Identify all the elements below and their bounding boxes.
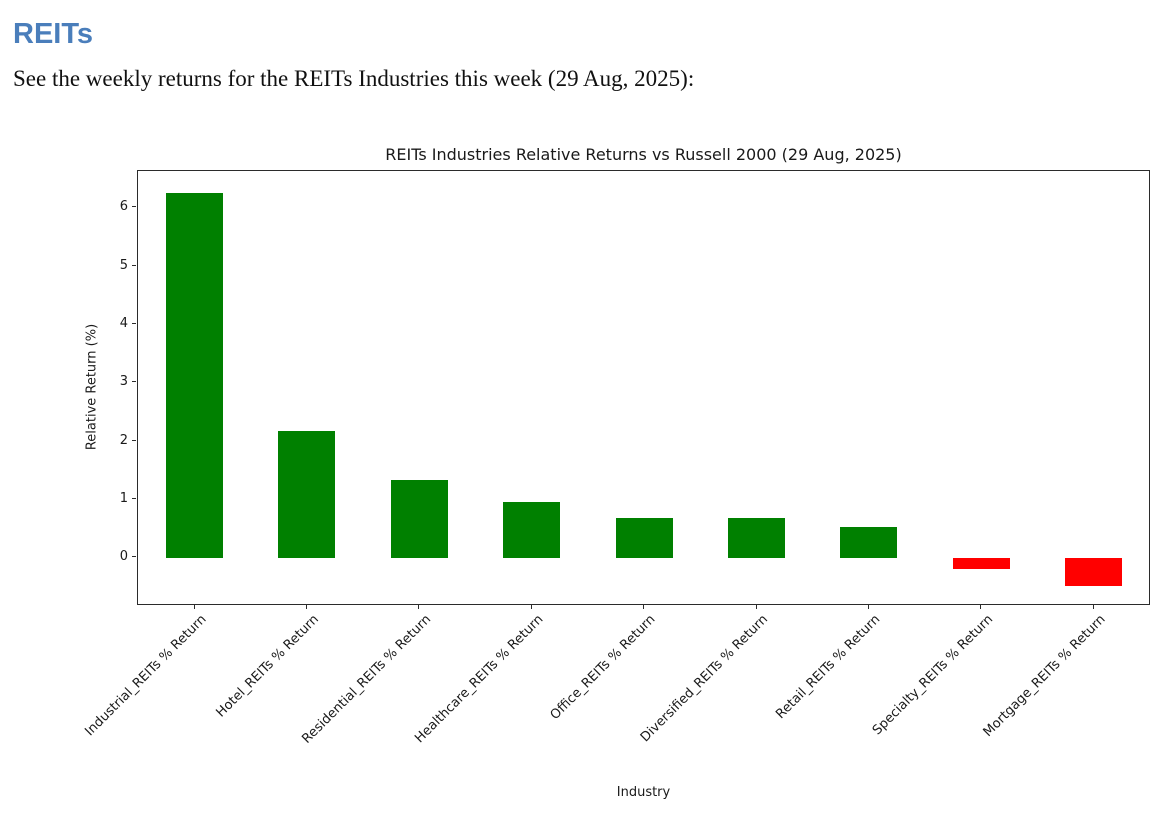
y-tick-label: 4 xyxy=(119,315,128,331)
chart-title: REITs Industries Relative Returns vs Rus… xyxy=(385,145,902,164)
x-tick-mark xyxy=(643,605,645,609)
y-tick-mark xyxy=(132,497,136,499)
x-tick-label-office: Office_REITs % Return xyxy=(547,612,659,723)
x-tick-label-healthcare: Healthcare_REITs % Return xyxy=(412,612,547,747)
x-tick-mark xyxy=(755,605,757,609)
reits-returns-chart: REITs Industries Relative Returns vs Rus… xyxy=(0,130,1176,820)
x-tick-label-mortgage: Mortgage_REITs % Return xyxy=(980,612,1109,740)
x-tick-label-specialty: Specialty_REITs % Return xyxy=(869,612,996,739)
x-tick-mark xyxy=(193,605,195,609)
y-tick-label: 2 xyxy=(119,432,128,448)
x-tick-mark xyxy=(980,605,982,609)
x-tick-label-industrial: Industrial_REITs % Return xyxy=(81,612,210,740)
bar-residential-reits xyxy=(390,480,448,558)
x-tick-mark xyxy=(305,605,307,609)
bar-hotel-reits xyxy=(278,431,336,558)
x-tick-label-retail: Retail_REITs % Return xyxy=(773,612,884,723)
x-tick-mark xyxy=(1092,605,1094,609)
bar-diversified-reits xyxy=(728,518,785,558)
x-tick-mark xyxy=(867,605,869,609)
x-tick-label-residential: Residential_REITs % Return xyxy=(299,612,434,747)
y-tick-mark xyxy=(132,439,136,441)
page-title: REITs xyxy=(13,18,94,50)
bar-industrial-reits xyxy=(166,193,223,558)
x-tick-label-diversified: Diversified_REITs % Return xyxy=(637,612,772,746)
y-tick-mark xyxy=(132,206,136,208)
y-tick-mark xyxy=(132,264,136,266)
y-tick-mark xyxy=(132,556,136,558)
bar-mortgage-reits xyxy=(1065,557,1123,586)
y-tick-label: 5 xyxy=(119,257,128,273)
y-tick-mark xyxy=(132,322,136,324)
y-tick-label: 0 xyxy=(119,549,128,565)
bar-healthcare-reits xyxy=(503,502,561,558)
y-tick-label: 3 xyxy=(119,374,128,390)
x-tick-mark xyxy=(530,605,532,609)
x-tick-mark xyxy=(418,605,420,609)
bar-retail-reits xyxy=(840,526,898,558)
x-axis-label: Industry xyxy=(616,785,671,800)
intro-text: See the weekly returns for the REITs Ind… xyxy=(13,66,695,91)
y-tick-label: 1 xyxy=(119,490,128,506)
bar-office-reits xyxy=(615,518,673,558)
y-tick-label: 6 xyxy=(119,199,128,215)
y-axis-label: Relative Return (%) xyxy=(84,323,100,451)
x-tick-label-hotel: Hotel_REITs % Return xyxy=(213,612,322,721)
y-tick-mark xyxy=(132,381,136,383)
axes-layer: 0 1 2 3 4 5 6 Industrial_REITs % Return Hotel_RE… xyxy=(0,130,1176,820)
plot-area xyxy=(137,170,1150,605)
bar-specialty-reits xyxy=(952,557,1010,570)
